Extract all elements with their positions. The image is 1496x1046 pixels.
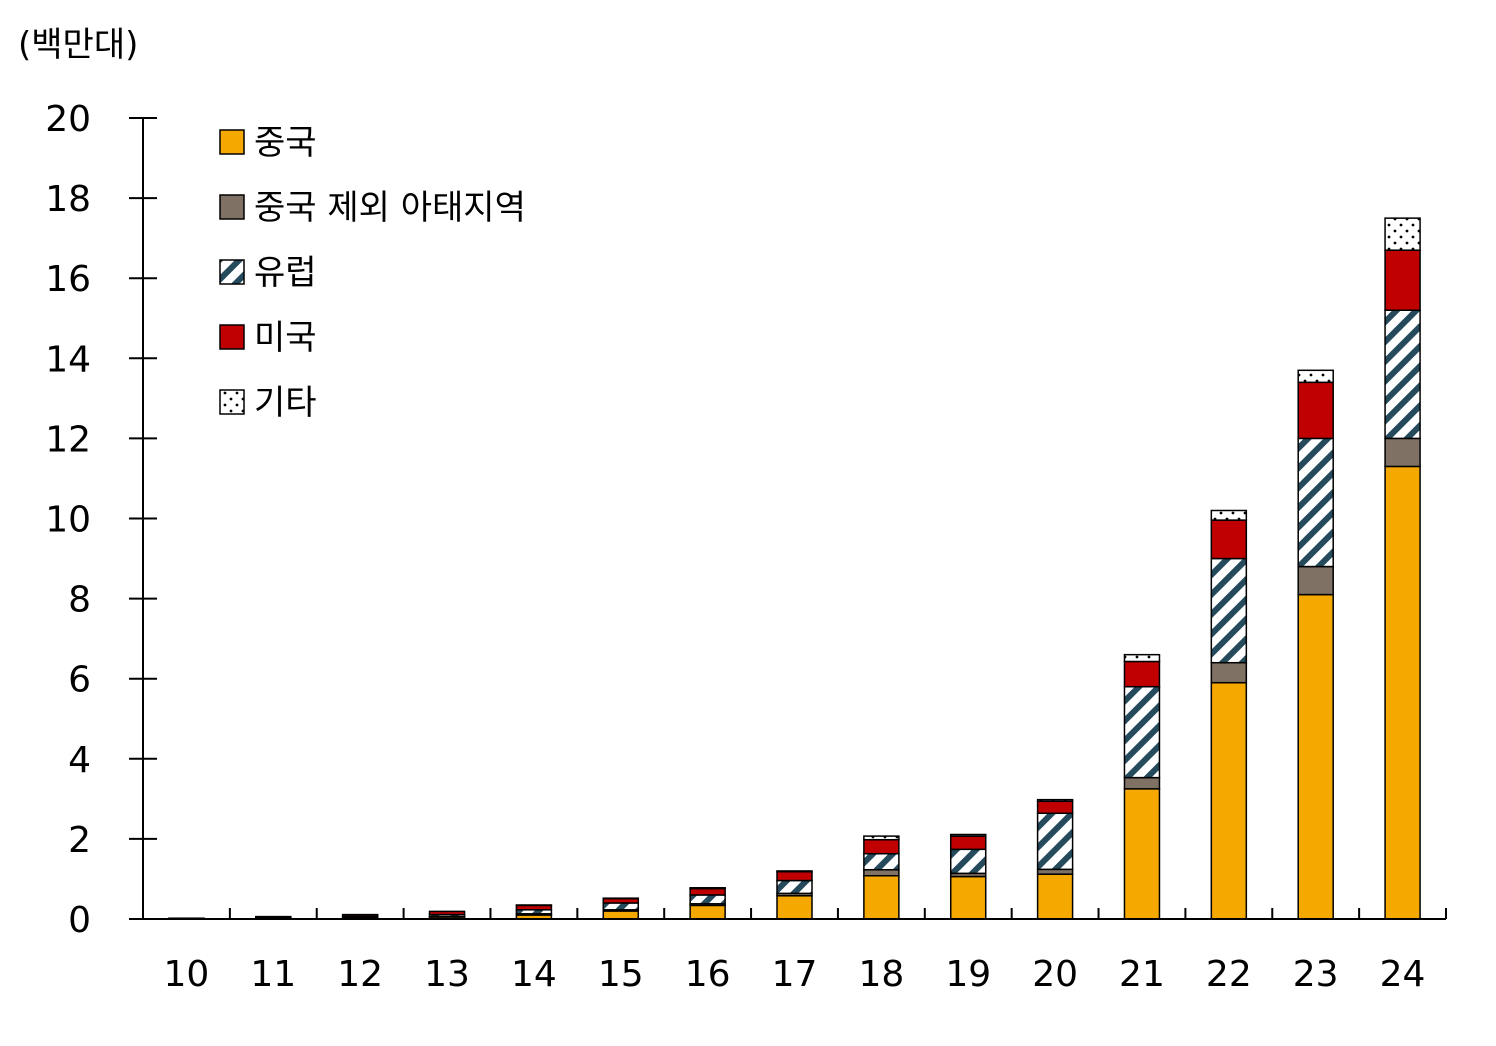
bar-segment-19-series-2: [949, 848, 987, 875]
bar-segment-17-series-0: [776, 895, 813, 920]
x-tick-label-24: 24: [1380, 954, 1426, 995]
bar-segment-23-series-1: [1297, 565, 1334, 596]
bar-segment-16-series-3: [689, 887, 726, 896]
bar-segment-12-series-3: [341, 913, 379, 917]
bar-segment-19-series-4: [949, 833, 987, 837]
bar-segment-16-series-4: [689, 887, 726, 890]
bar-segment-18-series-4: [863, 835, 900, 841]
bar-segment-21-series-0: [1123, 788, 1161, 920]
bar-segment-19-series-3: [949, 835, 987, 851]
bar-segment-22-series-4: [1210, 509, 1248, 521]
x-tick-label-19: 19: [945, 954, 991, 995]
legend-swatch-1: [219, 194, 245, 220]
x-tick-label-22: 22: [1206, 954, 1252, 995]
y-tick-label-6: 6: [68, 660, 91, 701]
legend-label-3: 미국: [254, 318, 317, 358]
bars-group: [168, 217, 1421, 920]
x-tick-label-11: 11: [250, 954, 296, 995]
y-tick-label-10: 10: [45, 500, 91, 541]
bar-segment-23-series-4: [1297, 369, 1334, 384]
y-tick-label-12: 12: [45, 419, 91, 460]
x-tick-label-16: 16: [685, 954, 731, 995]
bar-segment-20-series-0: [1036, 873, 1074, 920]
bar-segment-24-series-2: [1384, 309, 1421, 440]
bar-segment-16-series-0: [689, 904, 726, 920]
y-tick-label-4: 4: [68, 740, 91, 781]
legend-label-4: 기타: [254, 383, 317, 423]
bar-segment-22-series-0: [1210, 681, 1248, 920]
bar-segment-20-series-2: [1036, 812, 1074, 871]
bar-segment-21-series-2: [1123, 685, 1161, 779]
x-tick-label-20: 20: [1032, 954, 1078, 995]
bar-segment-18-series-0: [863, 875, 900, 920]
bar-segment-15-series-0: [602, 910, 640, 920]
bar-segment-22-series-3: [1210, 519, 1248, 560]
legend-swatch-4: [219, 389, 245, 415]
bar-segment-17-series-3: [776, 870, 813, 882]
bar-segment-21-series-3: [1123, 660, 1161, 688]
legend-label-0: 중국: [254, 123, 317, 163]
legend-label-2: 유럽: [254, 253, 317, 293]
legend-swatch-3: [219, 324, 245, 350]
bar-segment-17-series-4: [776, 870, 813, 873]
bar-segment-18-series-2: [863, 852, 900, 871]
bar-segment-23-series-2: [1297, 437, 1334, 568]
x-tick-label-14: 14: [511, 954, 557, 995]
y-tick-label-8: 8: [68, 580, 91, 621]
bar-segment-20-series-4: [1036, 798, 1074, 803]
legend-swatch-0: [219, 129, 245, 155]
x-tick-label-10: 10: [164, 954, 210, 995]
bar-segment-17-series-2: [776, 879, 813, 895]
x-tick-label-12: 12: [337, 954, 383, 995]
bar-segment-24-series-0: [1384, 465, 1421, 920]
bar-segment-19-series-0: [949, 875, 987, 920]
x-tick-label-21: 21: [1119, 954, 1165, 995]
legend-label-1: 중국 제외 아태지역: [254, 188, 526, 228]
bar-segment-21-series-4: [1123, 653, 1161, 663]
bar-segment-21-series-1: [1123, 776, 1161, 790]
x-tick-label-15: 15: [598, 954, 644, 995]
bar-segment-20-series-3: [1036, 800, 1074, 815]
x-tick-label-17: 17: [772, 954, 818, 995]
x-tick-label-23: 23: [1293, 954, 1339, 995]
bar-segment-23-series-3: [1297, 381, 1334, 440]
bar-segment-11-series-3: [255, 915, 292, 919]
y-tick-label-2: 2: [68, 820, 91, 861]
legend-swatch-2: [219, 259, 245, 285]
bar-segment-24-series-4: [1384, 217, 1421, 251]
bar-segment-18-series-1: [863, 868, 900, 877]
bar-segment-24-series-3: [1384, 249, 1421, 311]
y-tick-label-16: 16: [45, 259, 91, 300]
bar-segment-22-series-2: [1210, 557, 1248, 664]
bar-segment-18-series-3: [863, 838, 900, 855]
x-tick-label-18: 18: [858, 954, 904, 995]
bar-segment-15-series-2: [602, 902, 640, 911]
bar-segment-13-series-3: [428, 910, 466, 916]
y-axis-unit-label: (백만대): [18, 25, 138, 65]
x-tick-label-13: 13: [424, 954, 470, 995]
y-tick-label-0: 0: [68, 900, 91, 941]
bar-segment-24-series-1: [1384, 437, 1421, 468]
y-tick-label-20: 20: [45, 99, 91, 140]
bar-segment-16-series-2: [689, 894, 726, 905]
y-tick-label-18: 18: [45, 179, 91, 220]
bar-segment-22-series-1: [1210, 661, 1248, 684]
y-tick-label-14: 14: [45, 339, 91, 380]
bar-segment-23-series-0: [1297, 593, 1334, 920]
